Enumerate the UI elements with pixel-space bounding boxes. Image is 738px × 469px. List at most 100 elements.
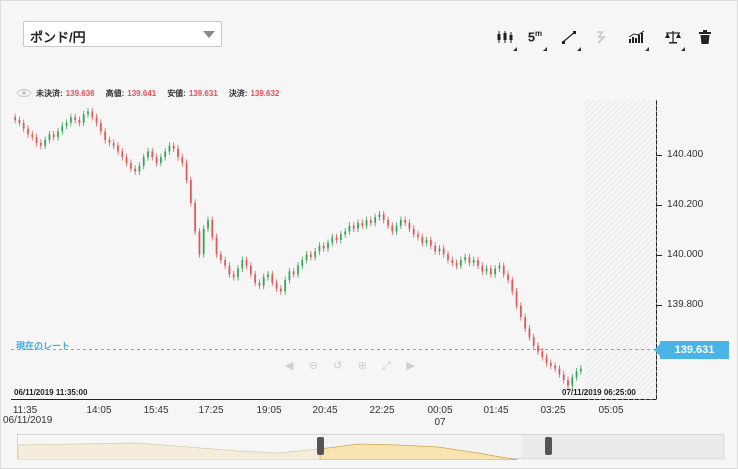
candle-down bbox=[322, 245, 325, 249]
delete-button[interactable] bbox=[692, 22, 718, 52]
indicators-button[interactable] bbox=[624, 22, 650, 52]
time-axis[interactable]: 11:35 14:05 15:45 17:25 19:05 20:45 22:2… bbox=[11, 400, 657, 430]
candle-down bbox=[537, 345, 539, 352]
x-tick-label: 14:05 bbox=[86, 405, 112, 416]
candle-down bbox=[511, 280, 514, 292]
chart-nav-controls: ◀ ⊖ ↺ ⊕ ⤢ ▶ bbox=[285, 359, 415, 373]
candle-down bbox=[249, 265, 252, 275]
candle-down bbox=[489, 268, 492, 275]
candle-down bbox=[447, 254, 449, 260]
candle-up bbox=[571, 377, 574, 386]
low-label: 安値: bbox=[167, 88, 186, 98]
candle-up bbox=[395, 225, 398, 232]
y-tickmark bbox=[657, 205, 662, 206]
candle-down bbox=[185, 162, 188, 180]
candle-down bbox=[211, 220, 214, 238]
candle-down bbox=[442, 248, 445, 255]
price-chart[interactable] bbox=[11, 100, 657, 400]
candle-down bbox=[451, 260, 454, 263]
candle-down bbox=[254, 274, 257, 283]
candle-down bbox=[528, 328, 531, 338]
candle-down bbox=[408, 222, 411, 229]
candle-up bbox=[65, 122, 68, 126]
candle-down bbox=[562, 374, 565, 380]
zoom-in-icon[interactable]: ⊕ bbox=[357, 360, 367, 372]
x-tick-label: 15:45 bbox=[143, 405, 169, 416]
y-tickmark bbox=[657, 305, 662, 306]
candle-down bbox=[39, 142, 42, 146]
scroll-left-icon[interactable]: ◀ bbox=[285, 360, 294, 372]
candle-down bbox=[74, 117, 77, 120]
high-label: 高値: bbox=[105, 88, 125, 98]
draw-line-button[interactable] bbox=[556, 22, 582, 52]
candle-up bbox=[159, 157, 162, 163]
candle-up bbox=[44, 140, 47, 146]
candle-down bbox=[391, 225, 394, 232]
reset-icon[interactable]: ↺ bbox=[333, 360, 343, 372]
close-value: 139.632 bbox=[250, 88, 280, 98]
candlestick-icon bbox=[497, 31, 513, 43]
candle-down bbox=[52, 134, 55, 138]
trash-icon bbox=[699, 30, 711, 44]
candle-down bbox=[228, 265, 231, 275]
x-tick-label: 01:45 bbox=[483, 405, 509, 416]
price-axis[interactable]: 140.400 140.200 140.000 139.800 bbox=[657, 100, 737, 400]
range-end-label: 07/11/2019 06:25:00 bbox=[562, 388, 636, 397]
candle-down bbox=[477, 260, 479, 266]
x-tick-label: 00:05 bbox=[427, 405, 453, 416]
candle-down bbox=[434, 245, 437, 252]
candle-up bbox=[237, 268, 239, 278]
x-tick-label: 22:25 bbox=[369, 405, 395, 416]
candle-down bbox=[198, 231, 201, 255]
candle-up bbox=[147, 151, 149, 158]
range-navigator[interactable] bbox=[17, 434, 725, 460]
candle-down bbox=[14, 117, 17, 120]
compare-button[interactable] bbox=[660, 22, 686, 52]
fit-icon[interactable]: ⤢ bbox=[382, 360, 392, 372]
candle-up bbox=[357, 222, 359, 229]
eye-icon[interactable] bbox=[17, 89, 31, 97]
y-tickmark bbox=[657, 255, 662, 256]
navigator-right-handle[interactable] bbox=[545, 437, 552, 455]
candle-down bbox=[361, 222, 364, 226]
candle-down bbox=[545, 357, 548, 363]
candle-down bbox=[224, 260, 227, 266]
low-value: 139.631 bbox=[188, 88, 218, 98]
candle-up bbox=[459, 260, 462, 266]
candle-down bbox=[104, 131, 107, 140]
candle-down bbox=[502, 265, 505, 275]
scroll-right-icon[interactable]: ▶ bbox=[406, 360, 415, 372]
candlestick-type-button[interactable] bbox=[492, 22, 518, 52]
magnet-button[interactable] bbox=[588, 22, 614, 52]
navigator-left-handle[interactable] bbox=[317, 437, 324, 455]
candle-up bbox=[348, 225, 351, 232]
currency-pair-select[interactable]: ポンド/円 bbox=[23, 21, 222, 47]
candle-down bbox=[232, 274, 235, 278]
candle-down bbox=[181, 157, 184, 163]
candle-down bbox=[99, 122, 102, 132]
candle-up bbox=[301, 260, 304, 266]
x-tick-label: 17:25 bbox=[198, 405, 224, 416]
timeframe-button[interactable]: 5m bbox=[522, 22, 548, 52]
candle-up bbox=[142, 157, 145, 166]
candle-down bbox=[421, 237, 424, 243]
candle-up bbox=[284, 280, 287, 292]
candle-up bbox=[498, 265, 501, 269]
candle-down bbox=[417, 234, 419, 238]
currency-pair-label: ポンド/円 bbox=[30, 30, 86, 45]
x-date-label: 06/11/2019 bbox=[3, 415, 53, 426]
candle-up bbox=[202, 228, 205, 255]
zoom-out-icon[interactable]: ⊖ bbox=[308, 360, 318, 372]
chevron-down-icon bbox=[203, 31, 215, 38]
candle-up bbox=[305, 254, 308, 260]
candle-down bbox=[429, 240, 432, 246]
ohlc-bar: 未決済: 139.636 高値: 139.641 安値: 139.631 決済:… bbox=[17, 86, 290, 100]
candle-down bbox=[481, 265, 484, 272]
candle-down bbox=[151, 151, 154, 158]
candle-down bbox=[18, 120, 21, 123]
candle-down bbox=[245, 260, 248, 266]
candle-down bbox=[382, 214, 385, 220]
candle-down bbox=[35, 137, 38, 143]
candle-down bbox=[31, 134, 34, 138]
future-zone bbox=[585, 100, 657, 400]
